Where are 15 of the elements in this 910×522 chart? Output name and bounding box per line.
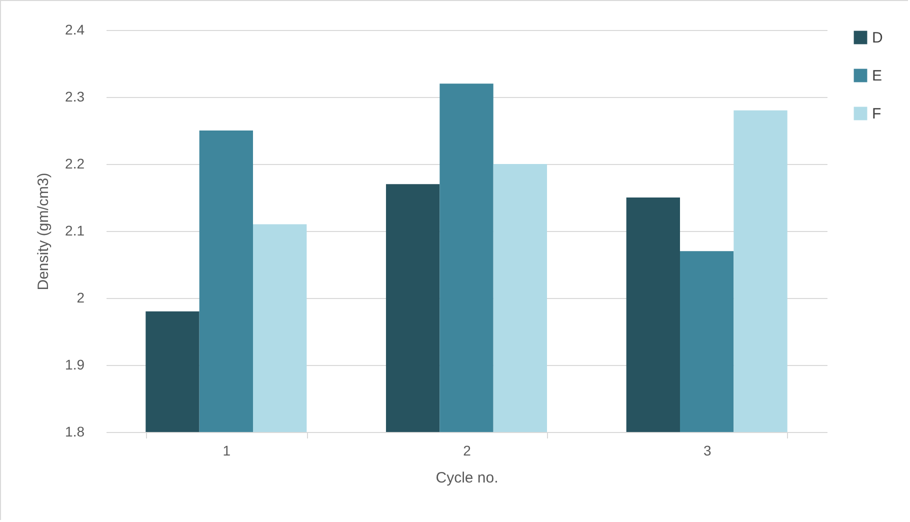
y-tick-label: 2.3 — [65, 88, 85, 104]
legend-label: F — [872, 106, 882, 122]
x-axis-title: Cycle no. — [436, 470, 498, 486]
legend-label: D — [872, 30, 883, 46]
legend-label: E — [872, 68, 882, 84]
y-tick-label: 2.4 — [65, 22, 85, 38]
x-tick-label: 1 — [222, 442, 231, 458]
y-tick-label: 2 — [76, 290, 85, 306]
x-tick-label: 2 — [463, 442, 472, 458]
x-tick-label: 3 — [703, 442, 712, 458]
y-tick-label: 2.2 — [65, 156, 85, 172]
y-tick-label: 1.9 — [65, 356, 85, 372]
y-tick-label: 1.8 — [65, 424, 85, 440]
y-axis-title: Density (gm/cm3) — [35, 172, 52, 290]
y-tick-label: 2.1 — [65, 222, 85, 238]
